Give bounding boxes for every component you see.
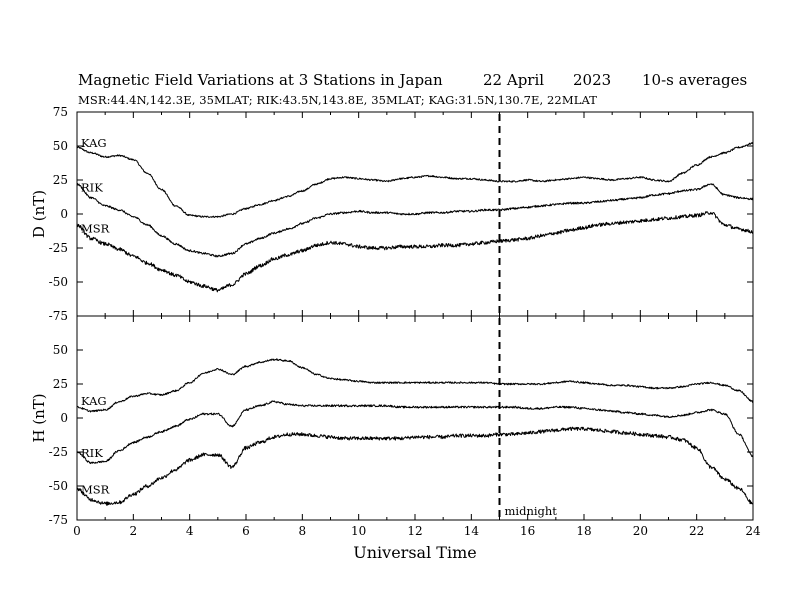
x-tick-label: 2 xyxy=(130,524,138,538)
chart-title: Magnetic Field Variations at 3 Stations … xyxy=(78,71,443,89)
series-line-rik-bottom xyxy=(77,400,754,465)
y-tick-label-top: -75 xyxy=(49,309,68,323)
y-tick-label-bottom: -50 xyxy=(49,479,68,493)
x-tick-label: 8 xyxy=(299,524,307,538)
series-line-rik-top xyxy=(76,183,754,258)
x-tick-label: 4 xyxy=(186,524,194,538)
series-line-msr-top xyxy=(76,211,754,293)
y-tick-label-bottom: 0 xyxy=(60,411,68,425)
series-line-msr-bottom xyxy=(76,426,754,506)
panel-frame-bottom xyxy=(76,315,754,521)
chart-year: 2023 xyxy=(573,71,612,89)
series-label-rik-top: RIK xyxy=(81,181,103,195)
y-tick-label-bottom: -25 xyxy=(49,445,68,459)
series-label-msr-top: MSR xyxy=(81,221,110,235)
series-label-rik-bottom: RIK xyxy=(81,446,103,460)
y-tick-label-top: 0 xyxy=(60,207,68,221)
y-tick-label-top: -50 xyxy=(49,275,68,289)
y-tick-label-bottom: 50 xyxy=(53,343,68,357)
series-line-kag-bottom xyxy=(76,358,754,413)
x-tick-label: 16 xyxy=(520,524,535,538)
y-tick-label-top: 25 xyxy=(53,173,68,187)
y-axis-label-bottom: H (nT) xyxy=(30,393,48,442)
x-tick-label: 0 xyxy=(73,524,81,538)
x-axis-label: Universal Time xyxy=(353,543,476,562)
x-tick-label: 22 xyxy=(689,524,704,538)
chart-averaging: 10-s averages xyxy=(642,71,748,89)
x-tick-label: 24 xyxy=(745,524,761,538)
series-label-msr-bottom: MSR xyxy=(81,483,110,497)
y-tick-label-top: -25 xyxy=(49,241,68,255)
x-tick-label: 10 xyxy=(351,524,366,538)
x-tick-label: 20 xyxy=(633,524,648,538)
x-tick-label: 12 xyxy=(407,524,422,538)
midnight-label: midnight xyxy=(505,504,558,518)
x-tick-label: 6 xyxy=(242,524,250,538)
y-tick-label-bottom: 25 xyxy=(53,377,68,391)
y-tick-label-top: 75 xyxy=(53,105,68,119)
x-tick-label: 18 xyxy=(576,524,591,538)
x-tick-label: 14 xyxy=(464,524,480,538)
station-coordinates: MSR:44.4N,142.3E, 35MLAT; RIK:43.5N,143.… xyxy=(78,93,598,107)
y-tick-label-bottom: -75 xyxy=(49,513,68,527)
chart-date: 22 April xyxy=(483,71,545,89)
series-label-kag-bottom: KAG xyxy=(81,394,107,408)
series-label-kag-top: KAG xyxy=(81,136,107,150)
y-axis-label-top: D (nT) xyxy=(30,190,48,238)
series-line-kag-top xyxy=(76,142,754,218)
y-tick-label-top: 50 xyxy=(53,139,68,153)
